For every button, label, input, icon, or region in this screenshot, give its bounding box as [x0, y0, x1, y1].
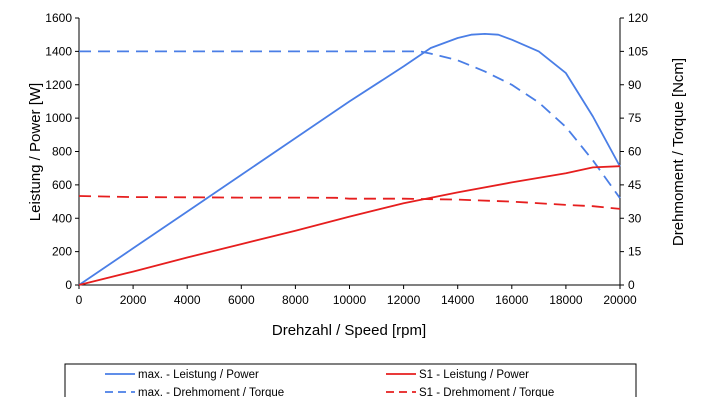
- y-right-tick-label: 120: [628, 11, 648, 25]
- y-right-tick-label: 105: [628, 44, 648, 58]
- y-left-tick-label: 600: [52, 178, 72, 192]
- x-tick-label: 2000: [120, 293, 147, 307]
- x-axis-title: Drehzahl / Speed [rpm]: [272, 322, 426, 339]
- series-layer: [78, 33, 621, 286]
- y-left-tick-label: 1400: [45, 44, 72, 58]
- x-tick-label: 8000: [282, 293, 309, 307]
- x-tick-label: 20000: [603, 293, 637, 307]
- legend-box: [64, 363, 637, 397]
- y-left-tick-label: 200: [52, 245, 72, 259]
- y-right-tick-label: 45: [628, 178, 642, 192]
- x-tick-label: 0: [76, 293, 83, 307]
- legend-label-s1-power: S1 - Leistung / Power: [419, 369, 529, 381]
- y-right-tick-label: 60: [628, 145, 642, 159]
- y-axis-left-title: Leistung / Power [W]: [27, 83, 44, 221]
- y-right-tick-label: 30: [628, 211, 642, 225]
- series-line-3: [78, 195, 621, 210]
- series-line-0: [78, 33, 621, 286]
- y-axis-right-title: Drehmoment / Torque [Ncm]: [670, 58, 687, 246]
- tick-labels: 0 2000 4000 6000 8000 10000 12000 14000 16000 180…: [45, 11, 648, 307]
- y-right-tick-label: 15: [628, 245, 642, 259]
- series-line-2: [78, 165, 621, 286]
- y-left-tick-label: 1600: [45, 11, 72, 25]
- y-right-tick-label: 90: [628, 78, 642, 92]
- y-left-tick-label: 0: [65, 278, 72, 292]
- legend-label-max-power: max. - Leistung / Power: [138, 369, 259, 381]
- x-tick-label: 4000: [174, 293, 201, 307]
- legend-label-s1-torque: S1 - Drehmoment / Torque: [419, 387, 554, 397]
- x-tick-label: 12000: [387, 293, 421, 307]
- y-right-tick-label: 0: [628, 278, 635, 292]
- y-left-tick-label: 1200: [45, 78, 72, 92]
- x-tick-label: 18000: [549, 293, 583, 307]
- legend: max. - Leistung / Power max. - Drehmomen…: [64, 363, 637, 397]
- x-tick-label: 14000: [441, 293, 475, 307]
- y-left-tick-label: 400: [52, 211, 72, 225]
- series-line-1: [79, 50, 621, 199]
- axes: [75, 17, 624, 289]
- x-tick-label: 16000: [495, 293, 529, 307]
- legend-label-max-torque: max. - Drehmoment / Torque: [138, 387, 284, 397]
- y-right-tick-label: 75: [628, 111, 642, 125]
- x-tick-label: 10000: [333, 293, 367, 307]
- y-left-tick-label: 1000: [45, 111, 72, 125]
- x-tick-label: 6000: [228, 293, 255, 307]
- y-left-tick-label: 800: [52, 145, 72, 159]
